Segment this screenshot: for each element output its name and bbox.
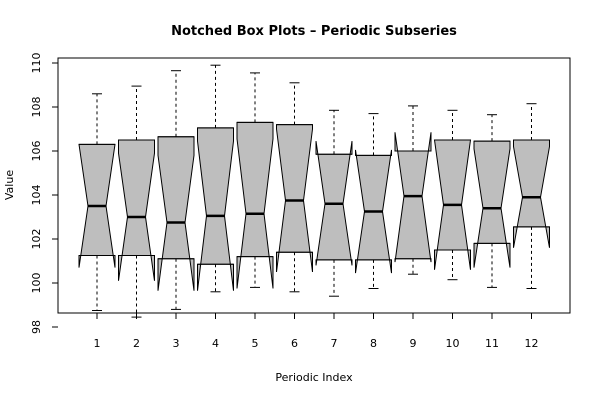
x-tick-label-6: 6	[291, 337, 298, 350]
x-tick-label-2: 2	[133, 337, 140, 350]
x-tick-label-10: 10	[446, 337, 460, 350]
y-tick-label-106: 106	[30, 141, 43, 162]
x-tick-label-8: 8	[370, 337, 377, 350]
y-tick-label-110: 110	[30, 53, 43, 74]
box-11	[473, 140, 511, 268]
y-tick-label-100: 100	[30, 273, 43, 294]
x-tick-label-1: 1	[94, 337, 101, 350]
x-tick-label-5: 5	[252, 337, 259, 350]
y-tick-label-108: 108	[30, 97, 43, 118]
plot-frame	[57, 57, 571, 314]
x-tick-label-3: 3	[173, 337, 180, 350]
y-axis-label: Value	[3, 170, 16, 200]
x-tick-label-4: 4	[212, 337, 219, 350]
x-tick-label-12: 12	[525, 337, 539, 350]
x-tick-label-7: 7	[331, 337, 338, 350]
chart-title: Notched Box Plots – Periodic Subseries	[171, 24, 457, 39]
x-axis-label: Periodic Index	[275, 371, 353, 384]
y-tick-label-104: 104	[30, 185, 43, 206]
x-tick-label-9: 9	[410, 337, 417, 350]
box-12	[513, 139, 550, 248]
y-tick-label-98: 98	[30, 320, 43, 334]
x-tick-label-11: 11	[485, 337, 499, 350]
box-6	[276, 124, 313, 273]
box-2	[118, 139, 155, 281]
y-tick-label-102: 102	[30, 229, 43, 250]
